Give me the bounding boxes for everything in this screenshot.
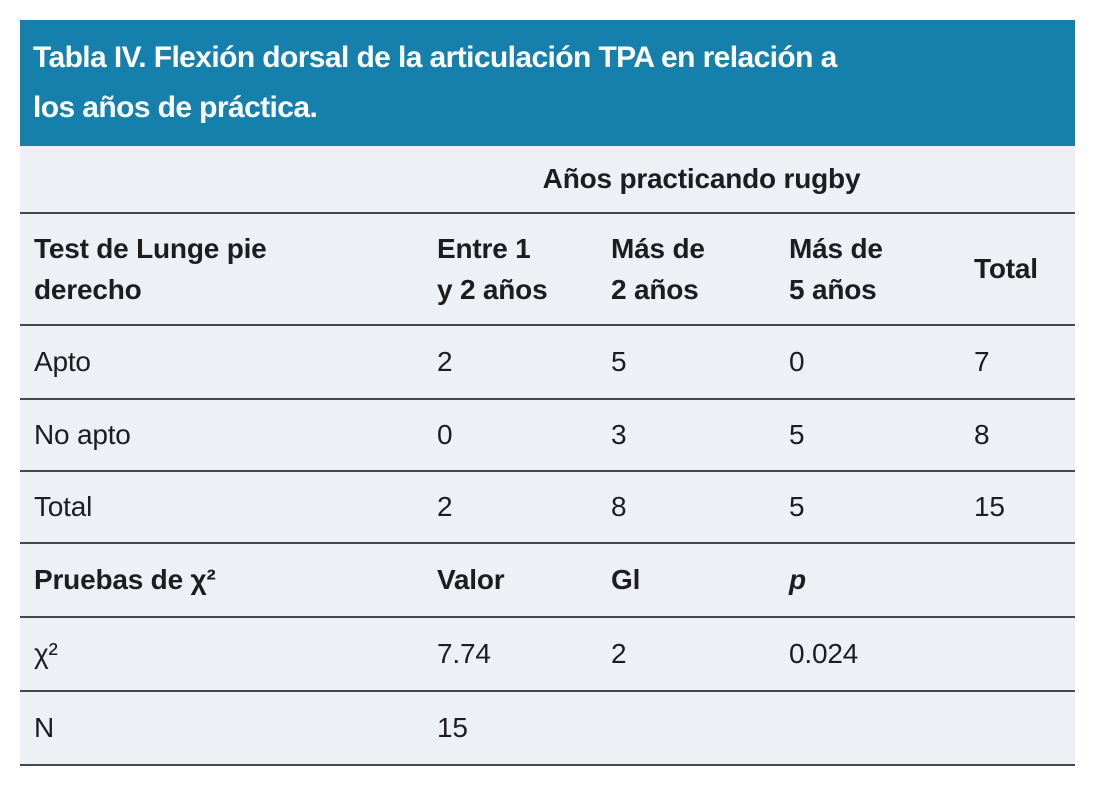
stats-header-row: Pruebas de χ² Valor Gl p: [20, 543, 1076, 618]
stats-header-valor: Valor: [435, 543, 609, 618]
value-cell: [787, 691, 973, 766]
value-cell: 0: [435, 399, 609, 472]
table-title-bar: Tabla IV. Flexión dorsal de la articulac…: [20, 20, 1075, 146]
row-label: Apto: [20, 325, 435, 400]
value-cell: 5: [609, 325, 787, 400]
row-label: No apto: [20, 399, 435, 472]
value-cell: 2: [609, 617, 787, 692]
stats-header-p: p: [787, 543, 973, 618]
value-cell: 8: [609, 471, 787, 544]
row-label: N: [20, 691, 435, 766]
value-cell: 5: [787, 399, 973, 472]
table-card: Tabla IV. Flexión dorsal de la articulac…: [20, 20, 1076, 766]
column-header-mas-5: Más de 5 años: [787, 213, 973, 326]
table-row-total: Total 2 8 5 15: [20, 471, 1076, 544]
stats-header-label: Pruebas de χ²: [20, 543, 435, 618]
group-header-row: Años practicando rugby: [20, 146, 1076, 214]
value-cell: 15: [435, 691, 609, 766]
table-row-no-apto: No apto 0 3 5 8: [20, 399, 1076, 472]
column-header-mas-2: Más de 2 años: [609, 213, 787, 326]
group-header-label: Años practicando rugby: [435, 146, 973, 214]
row-label: Total: [20, 471, 435, 544]
value-cell: 8: [972, 399, 1076, 472]
column-header-total: Total: [972, 213, 1076, 326]
empty-cell: [972, 691, 1076, 766]
empty-cell: [972, 146, 1076, 214]
empty-cell: [20, 146, 435, 214]
data-table: Años practicando rugby Test de Lunge pie…: [20, 146, 1076, 766]
value-cell: 0: [787, 325, 973, 400]
value-cell: 15: [972, 471, 1076, 544]
value-cell: [609, 691, 787, 766]
empty-cell: [972, 617, 1076, 692]
value-cell: 2: [435, 471, 609, 544]
value-cell: 0.024: [787, 617, 973, 692]
value-cell: 2: [435, 325, 609, 400]
stats-header-gl: Gl: [609, 543, 787, 618]
value-cell: 3: [609, 399, 787, 472]
table-title: Tabla IV. Flexión dorsal de la articulac…: [33, 41, 837, 124]
empty-cell: [972, 543, 1076, 618]
column-header-row-label: Test de Lunge pie derecho: [20, 213, 435, 326]
row-label: χ²: [20, 617, 435, 692]
table-row-apto: Apto 2 5 0 7: [20, 325, 1076, 400]
value-cell: 7.74: [435, 617, 609, 692]
stats-row-chi-square: χ² 7.74 2 0.024: [20, 617, 1076, 692]
stats-row-n: N 15: [20, 691, 1076, 766]
column-header-row: Test de Lunge pie derecho Entre 1 y 2 añ…: [20, 213, 1076, 326]
value-cell: 5: [787, 471, 973, 544]
value-cell: 7: [972, 325, 1076, 400]
column-header-entre-1-2: Entre 1 y 2 años: [435, 213, 609, 326]
